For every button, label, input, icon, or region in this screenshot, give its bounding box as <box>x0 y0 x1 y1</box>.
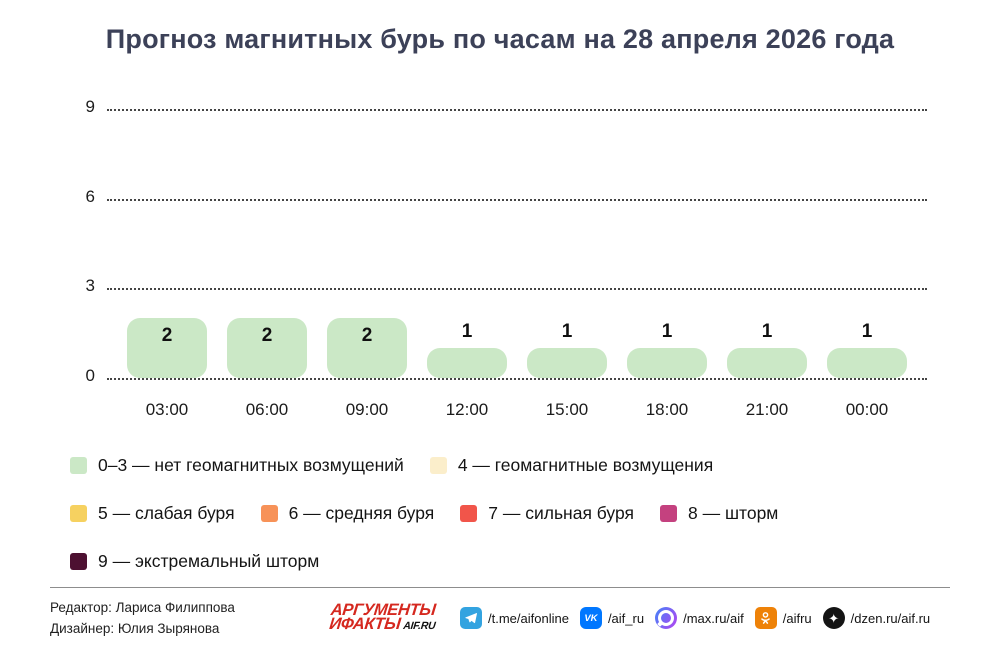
credits: Редактор: Лариса Филиппова Дизайнер: Юли… <box>50 597 330 639</box>
aif-logo-suffix: AIF.RU <box>402 620 437 632</box>
legend-color-swatch <box>260 504 278 522</box>
gridline-3 <box>107 288 927 291</box>
x-axis-tick-label: 00:00 <box>845 400 889 419</box>
legend-row: 0–3 — нет геомагнитных возмущений 4 — гео… <box>70 454 778 476</box>
footer: Редактор: Лариса Филиппова Дизайнер: Юли… <box>50 596 960 640</box>
legend-item: 6 — средняя буря <box>260 502 435 524</box>
legend-label: 9 — экстремальный шторм <box>98 550 320 571</box>
social-handle[interactable]: /dzen.ru/aif.ru <box>850 610 931 626</box>
bar-12:00 <box>427 348 507 378</box>
bar-15:00 <box>527 348 607 378</box>
vk-icon[interactable]: VK <box>579 607 602 629</box>
social-handle[interactable]: /aif_ru <box>607 610 645 626</box>
y-axis-tick-label: 3 <box>85 276 95 296</box>
kp-index-bar-chart: 0 3 6 9 2 03:00 2 06:00 2 09:00 1 12:00 1 15:00 1 18:00… <box>86 97 927 419</box>
bar-value-label: 1 <box>461 321 473 343</box>
x-axis-tick-label: 15:00 <box>545 400 589 419</box>
gridline-0 <box>107 378 927 380</box>
social-links: /t.me/aifonline VK/aif_ru/max.ru/aif/aifr… <box>460 607 930 629</box>
aif-logo: АРГУМЕНТЫ ИФАКТЫAIF.RU <box>328 601 453 633</box>
page-title: Прогноз магнитных бурь по часам на 28 ап… <box>105 24 895 54</box>
bar-value-label: 1 <box>761 321 773 343</box>
x-axis-tick-label: 18:00 <box>645 400 689 419</box>
legend-item: 0–3 — нет геомагнитных возмущений <box>70 455 404 476</box>
social-link-dzen[interactable]: ✦ /dzen.ru/aif.ru <box>822 607 931 629</box>
legend-row: 9 — экстремальный шторм <box>70 551 778 572</box>
legend-label: 6 — средняя буря <box>288 502 435 523</box>
legend-color-swatch <box>70 552 87 570</box>
bar-00:00 <box>827 348 907 378</box>
legend-color-swatch <box>460 504 478 522</box>
social-handle[interactable]: /max.ru/aif <box>683 610 744 626</box>
bar-value-label: 2 <box>361 325 373 347</box>
bar-value-label: 1 <box>661 321 673 343</box>
dzen-icon[interactable]: ✦ <box>822 607 845 629</box>
bar-18:00 <box>627 348 707 378</box>
legend-row: 5 — слабая буря 6 — средняя буря 7 — сильн… <box>70 502 778 524</box>
ok-icon[interactable] <box>754 607 777 629</box>
x-axis-tick-label: 03:00 <box>145 400 189 419</box>
legend-item: 7 — сильная буря <box>460 503 634 524</box>
social-handle[interactable]: /t.me/aifonline <box>488 610 569 626</box>
social-link-telegram[interactable]: /t.me/aifonline <box>460 607 569 629</box>
legend-color-swatch <box>70 456 87 474</box>
x-axis-tick-label: 06:00 <box>245 400 289 419</box>
aif-logo-line2: ИФАКТЫAIF.RU <box>328 615 437 633</box>
bar-09:00 <box>327 318 407 378</box>
legend-label: 0–3 — нет геомагнитных возмущений <box>98 454 404 475</box>
y-axis-tick-label: 0 <box>85 366 95 385</box>
legend-label: 4 — геомагнитные возмущения <box>457 454 714 475</box>
gridline-6 <box>107 198 927 201</box>
social-handle[interactable]: /aifru <box>782 610 812 626</box>
legend-label: 5 — слабая буря <box>98 502 235 523</box>
legend-color-swatch <box>70 504 87 522</box>
legend-item: 4 — геомагнитные возмущения <box>429 454 714 476</box>
legend-label: 8 — шторм <box>688 502 779 523</box>
legend-item: 5 — слабая буря <box>70 503 235 524</box>
bar-value-label: 2 <box>161 325 173 347</box>
footer-divider <box>50 587 950 588</box>
social-link-ok[interactable]: /aifru <box>754 607 812 629</box>
bar-value-label: 1 <box>861 321 873 343</box>
x-axis-tick-label: 12:00 <box>445 400 489 419</box>
y-axis-tick-label: 6 <box>85 186 95 206</box>
max-icon[interactable] <box>655 607 678 629</box>
bar-03:00 <box>127 318 207 378</box>
y-axis-tick-label: 9 <box>85 97 95 116</box>
legend: 0–3 — нет геомагнитных возмущений 4 — гео… <box>70 454 778 600</box>
legend-color-swatch <box>660 504 678 522</box>
bar-value-label: 2 <box>261 325 273 347</box>
editor-credit: Редактор: Лариса Филиппова <box>50 600 235 615</box>
bar-21:00 <box>727 348 807 378</box>
legend-item: 9 — экстремальный шторм <box>70 551 319 572</box>
x-axis-tick-label: 09:00 <box>345 400 389 419</box>
legend-item: 8 — шторм <box>660 503 778 524</box>
telegram-icon[interactable] <box>460 607 482 629</box>
x-axis-tick-label: 21:00 <box>745 400 789 419</box>
gridline-9 <box>107 109 927 111</box>
social-link-max[interactable]: /max.ru/aif <box>655 607 744 629</box>
bar-06:00 <box>227 318 307 378</box>
bar-value-label: 1 <box>561 321 573 343</box>
social-link-vk[interactable]: VK/aif_ru <box>579 607 645 629</box>
legend-label: 7 — сильная буря <box>488 502 635 523</box>
legend-color-swatch <box>429 456 447 474</box>
designer-credit: Дизайнер: Юлия Зырянова <box>50 621 220 636</box>
